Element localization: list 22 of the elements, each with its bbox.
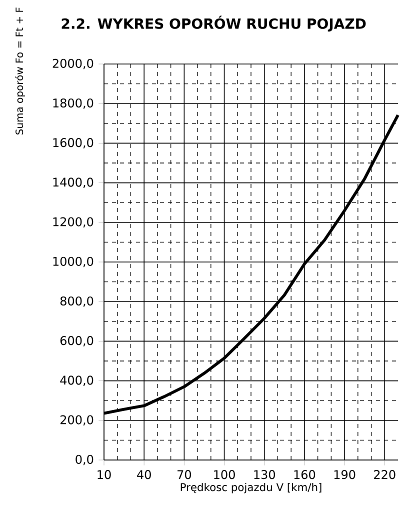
x-tick-label: 100 (214, 470, 235, 480)
x-tick-label: 220 (374, 470, 396, 480)
y-tick-label: 400,0 (60, 376, 94, 386)
y-tick-label: 800,0 (60, 296, 94, 307)
y-tick-label: 1600,0 (53, 138, 94, 148)
x-tick-label: 10 (98, 470, 111, 480)
x-tick-label: 190 (334, 470, 356, 480)
y-tick-label: 0,0 (76, 454, 94, 466)
x-tick-label: 130 (254, 470, 276, 480)
x-tick-label: 160 (294, 470, 316, 480)
y-tick-label: 1400,0 (53, 178, 94, 188)
y-tick-label: 1200,0 (53, 217, 94, 228)
x-tick-label: 40 (137, 470, 151, 480)
y-tick-label: 1000,0 (53, 256, 94, 268)
x-tick-label: 70 (178, 470, 192, 480)
x-axis-title: Prędkosc pojazdu V [km/h] (180, 482, 322, 494)
y-tick-label: 600,0 (60, 336, 94, 346)
chart-title: 2.2. WYKRES OPORÓW RUCHU POJAZD (62, 16, 366, 32)
y-tick-label: 1800,0 (53, 98, 94, 109)
y-tick-label: 200,0 (60, 415, 94, 426)
y-tick-label: 2000,0 (52, 58, 94, 70)
y-axis-title: Suma oporów Fo = Ft + F (14, 8, 26, 134)
